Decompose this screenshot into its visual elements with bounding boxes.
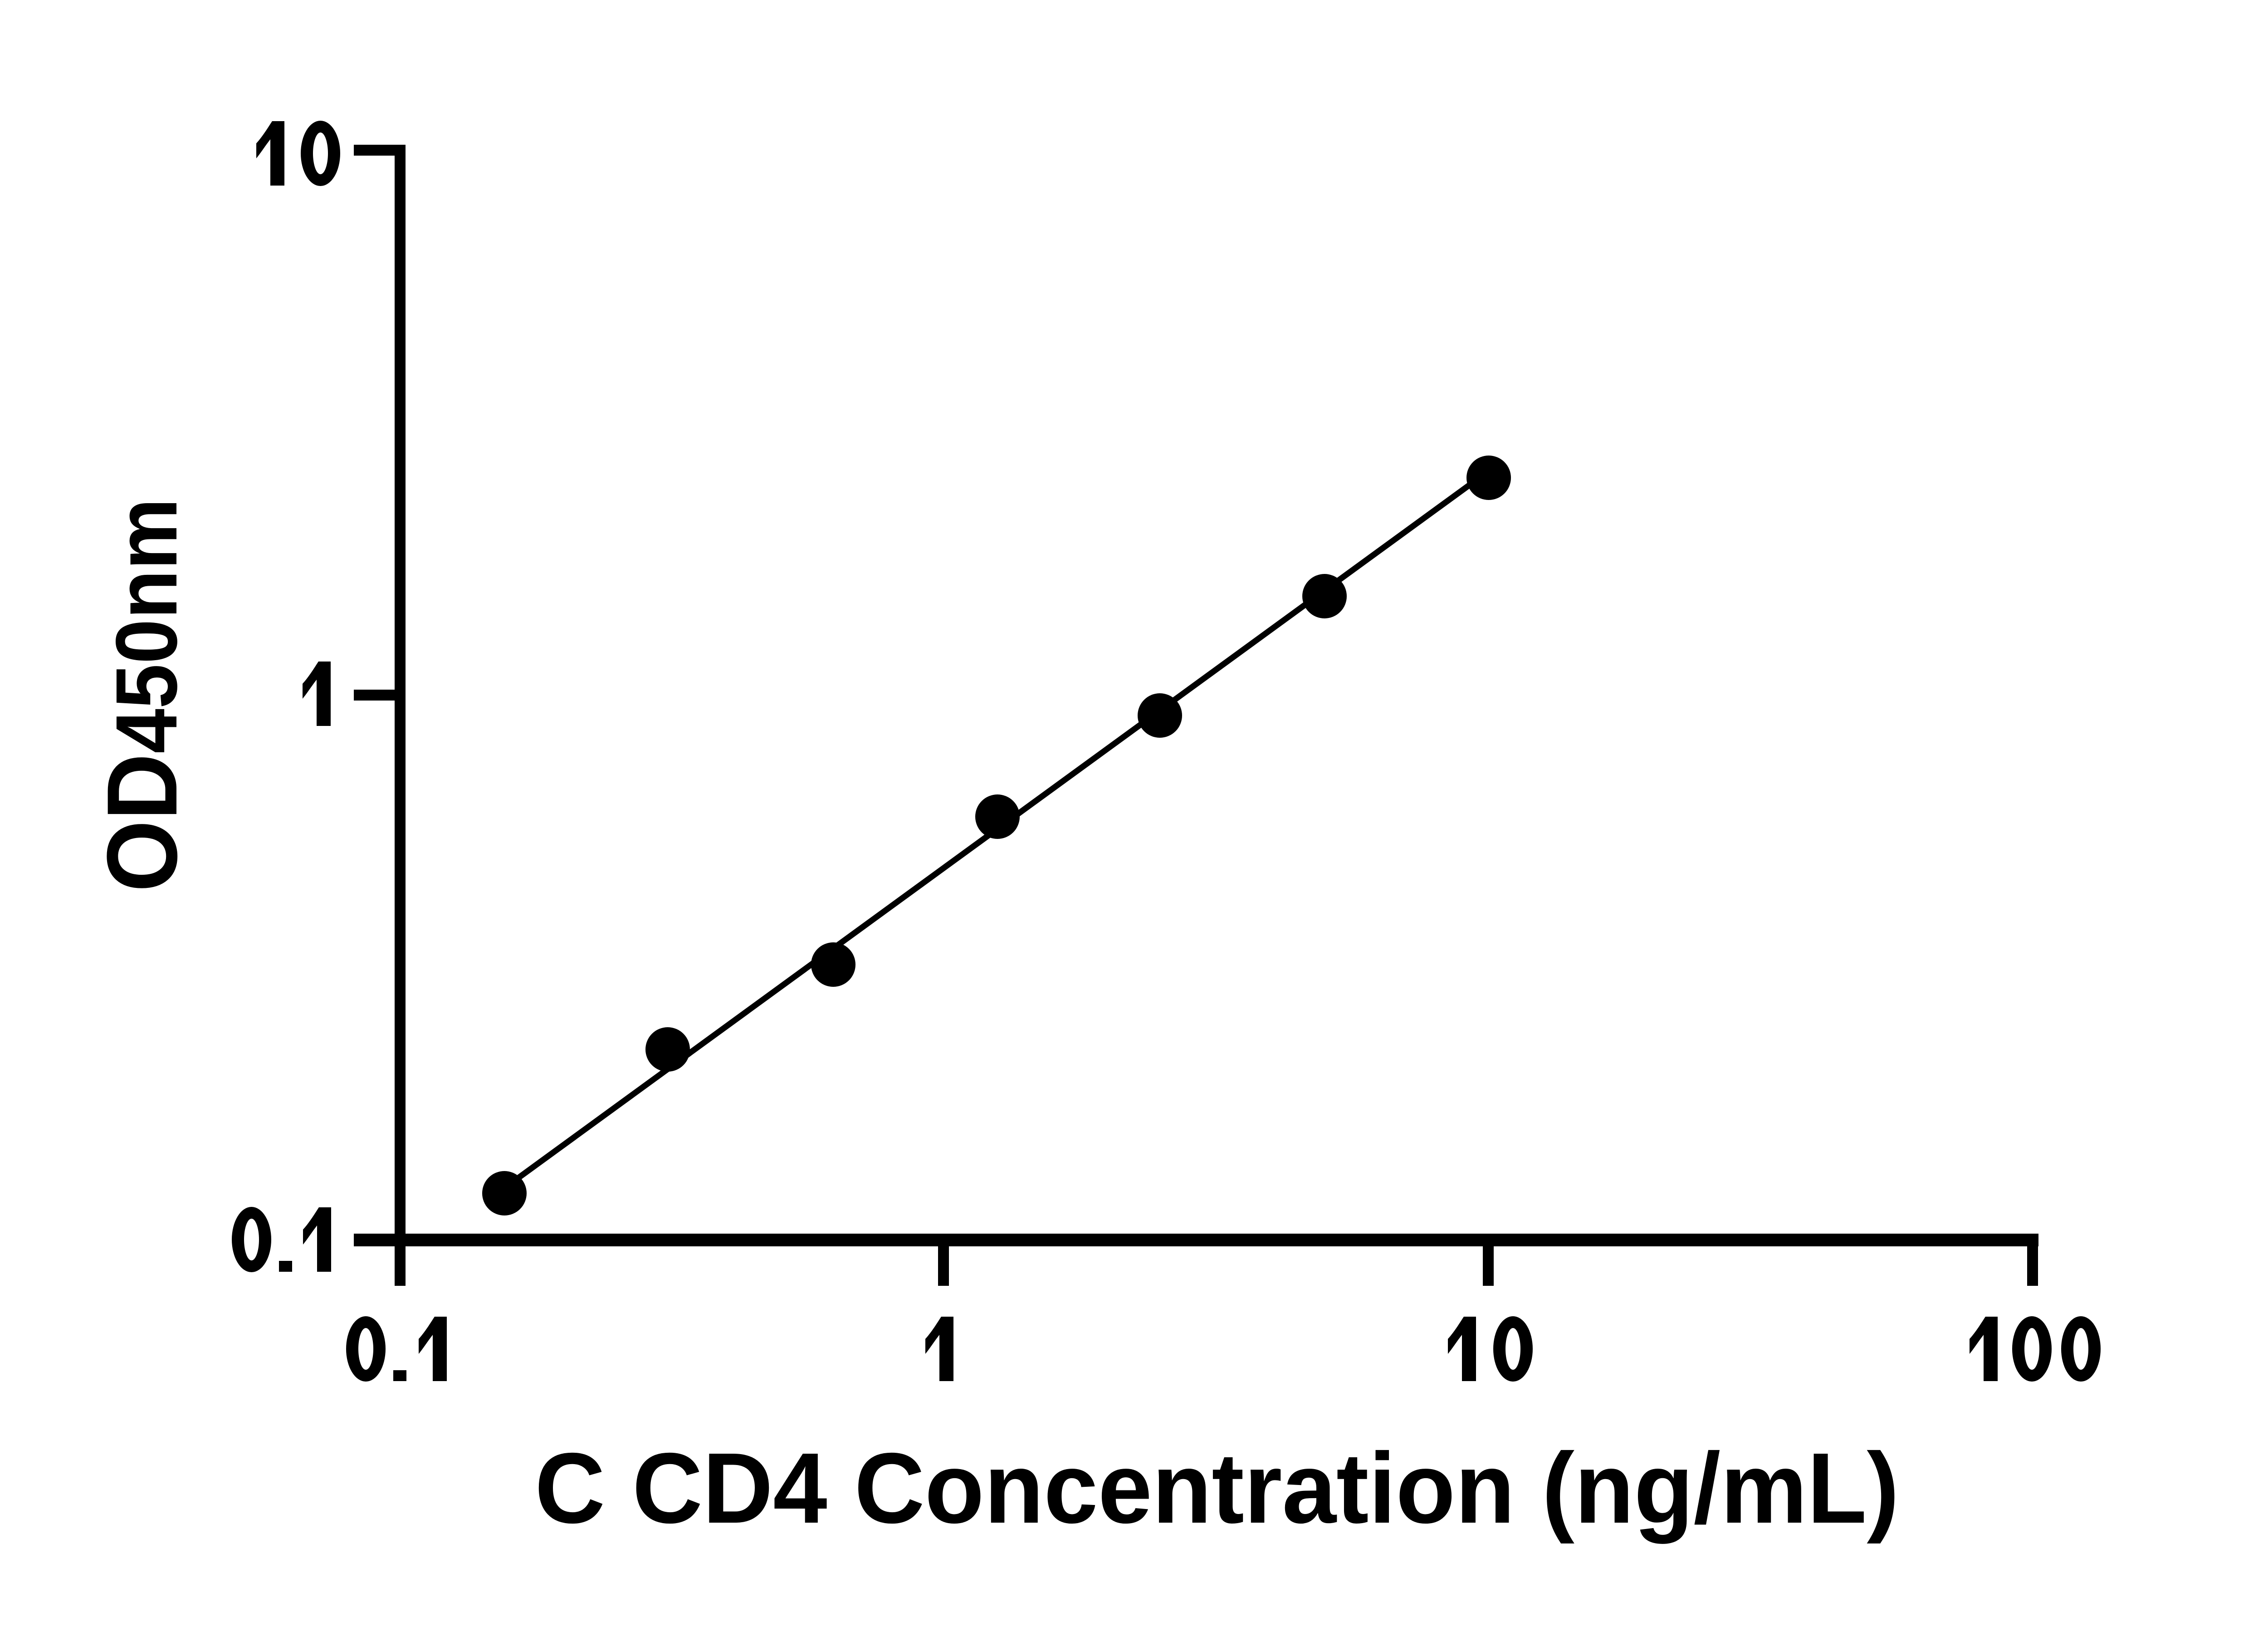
svg-text:OD450nm: OD450nm bbox=[86, 498, 198, 892]
svg-text:C CD4 Concentration (ng/mL): C CD4 Concentration (ng/mL) bbox=[535, 1432, 1899, 1544]
